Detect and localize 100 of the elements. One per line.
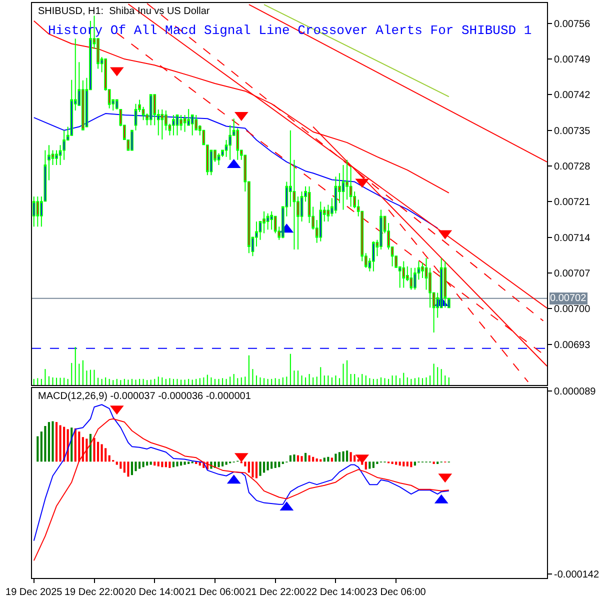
bar [221,462,224,466]
bar [78,432,80,462]
bar [410,462,412,468]
bar [244,462,246,466]
bar [289,455,292,462]
bar [252,462,254,478]
bar [308,455,310,462]
y-tick-label: 0.00700 [554,304,591,316]
x-tick-label: 21 Dec 22:00 [246,587,306,598]
bar [164,462,167,468]
bar [338,452,341,462]
bar [157,462,160,466]
bar [346,450,348,462]
bar [312,456,314,462]
bar [330,458,333,462]
y-tick-label: 0.00756 [554,18,591,30]
candlestick [372,240,375,272]
bar [414,462,416,466]
bar [327,456,330,462]
bar [120,462,122,469]
bar [402,462,405,466]
y-tick-label: 0.00735 [554,126,591,137]
bar [74,428,76,462]
bar [123,462,126,473]
ref-line-label: 0.00702 [550,293,587,304]
bar [130,462,134,476]
x-tick-label: 19 Dec 2025 [6,587,63,598]
y-tick-label: 0.00749 [554,54,591,66]
bar [270,462,273,469]
bar [293,454,296,462]
bar [406,462,408,466]
bar [154,462,156,466]
y-tick-label: 0.000089 [554,386,596,398]
bar [52,421,54,462]
bar [108,455,110,462]
y-tick-label: 0.00707 [554,268,591,280]
bar [398,462,401,466]
bar [278,462,280,468]
bar [150,462,152,465]
bar [300,456,303,462]
y-tick-label: -0.000142 [554,570,600,581]
bar [127,462,130,477]
candlestick [48,144,50,181]
candlestick [319,201,322,242]
candlestick [270,210,273,230]
bar [55,422,58,462]
y-tick-label: 0.00728 [554,161,591,172]
bar [304,452,307,462]
y-tick-label: 0.00714 [554,232,591,244]
bar [184,462,186,465]
candlestick [160,108,164,140]
bar [93,438,96,462]
y-tick-label: 0.00693 [554,340,591,351]
bar [82,437,84,462]
bar [266,462,269,470]
bar [96,442,100,462]
bar [161,462,164,468]
bar [372,462,374,468]
bar [172,462,175,468]
candlestick [444,260,447,308]
candlestick [32,196,36,228]
bar [48,422,50,462]
bar [274,462,276,468]
bar [100,444,103,462]
bar [395,462,398,465]
x-tick-label: 20 Dec 14:00 [124,587,185,598]
bar [168,462,171,468]
candlestick [402,260,406,288]
bar [259,462,262,476]
candlestick [266,212,270,230]
candlestick [217,152,220,166]
candlestick [410,267,413,290]
bar [255,462,258,478]
line-series [33,404,450,542]
bar [36,436,39,462]
bar [350,452,352,462]
x-tick-label: 19 Dec 22:00 [64,587,124,598]
bar [142,462,144,468]
bar [134,462,137,472]
y-tick-label: 0.00721 [554,197,591,208]
bar [316,458,318,462]
bar [334,454,337,462]
chart-title: MACD(12,26,9) -0.000037 -0.000036 -0.000001 [38,391,252,402]
bar [180,462,182,466]
y-tick-label: 0.00742 [554,90,591,102]
bar [138,462,141,469]
chart-subtitle: SHIBUSD, H1: Shiba Inu vs US Dollar [38,6,210,17]
x-tick-label: 22 Dec 14:00 [306,587,366,598]
bar [59,425,62,462]
bar [368,462,371,469]
bar [218,462,220,468]
line-series [33,418,450,562]
bar [44,426,46,462]
bar [342,451,344,462]
bar [323,458,326,462]
bar [116,462,118,465]
x-tick-label: 21 Dec 06:00 [185,587,246,598]
bar [296,455,300,462]
bar [176,462,178,466]
x-tick-label: 23 Dec 06:00 [366,587,426,598]
